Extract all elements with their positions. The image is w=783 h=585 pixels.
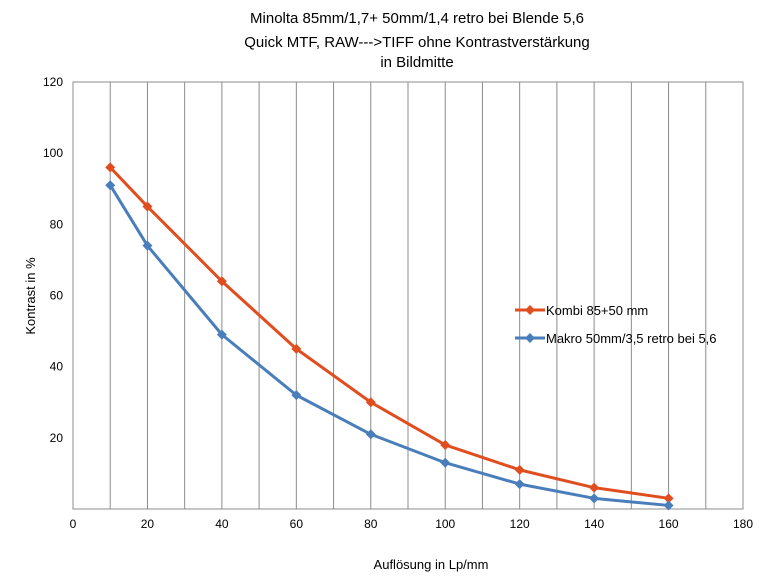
data-point-marker: [365, 397, 376, 408]
y-axis-title: Kontrast in %: [23, 257, 38, 335]
series-1: [105, 162, 674, 504]
data-point-marker: [365, 429, 376, 440]
data-point-marker: [514, 464, 525, 475]
y-tick-label: 120: [43, 75, 63, 89]
data-point-marker: [142, 201, 153, 212]
data-point-marker: [589, 493, 600, 504]
data-point-marker: [216, 329, 227, 340]
data-point-marker: [291, 390, 302, 401]
x-tick-label: 140: [584, 517, 604, 531]
legend-item-2: Makro 50mm/3,5 retro bei 5,6: [515, 331, 717, 346]
series-2: [105, 180, 674, 511]
data-series: [105, 162, 674, 511]
x-tick-label: 100: [435, 517, 455, 531]
chart-title-line-3: in Bildmitte: [380, 54, 453, 71]
data-point-marker: [440, 439, 451, 450]
data-point-marker: [216, 276, 227, 287]
x-tick-label: 0: [70, 517, 77, 531]
x-axis-title: Auflösung in Lp/mm: [374, 557, 489, 572]
legend-item-1: Kombi 85+50 mm: [515, 303, 648, 318]
gridlines: [109, 82, 707, 509]
data-point-marker: [105, 162, 116, 173]
chart-title-line-1: Minolta 85mm/1,7+ 50mm/1,4 retro bei Ble…: [250, 10, 584, 27]
x-tick-label: 80: [364, 517, 378, 531]
chart-title-line-2: Quick MTF, RAW--->TIFF ohne Kontrastvers…: [244, 34, 590, 51]
x-axis-tick-labels: 0 20 40 60 80 100 120 140 160 180: [70, 517, 754, 531]
x-tick-label: 180: [733, 517, 753, 531]
data-point-marker: [291, 343, 302, 354]
data-point-marker: [142, 240, 153, 251]
y-tick-label: 80: [50, 217, 64, 231]
y-tick-label: 40: [50, 360, 64, 374]
x-tick-label: 120: [510, 517, 530, 531]
legend: Kombi 85+50 mm Makro 50mm/3,5 retro bei 5…: [515, 303, 717, 346]
y-axis-tick-labels: 20 40 60 80 100 120: [43, 75, 63, 445]
data-point-marker: [514, 479, 525, 490]
data-point-marker: [589, 482, 600, 493]
plot-area-frame: [72, 81, 744, 510]
data-point-marker: [663, 500, 674, 511]
x-tick-label: 160: [659, 517, 679, 531]
y-tick-label: 60: [50, 289, 64, 303]
x-tick-label: 20: [141, 517, 155, 531]
data-point-marker: [440, 457, 451, 468]
y-tick-label: 20: [50, 431, 64, 445]
legend-marker: [525, 305, 535, 315]
legend-marker: [525, 333, 535, 343]
data-point-marker: [663, 493, 674, 504]
x-tick-label: 60: [290, 517, 304, 531]
chart-title: Minolta 85mm/1,7+ 50mm/1,4 retro bei Ble…: [244, 10, 590, 71]
legend-label: Makro 50mm/3,5 retro bei 5,6: [546, 331, 717, 346]
y-tick-label: 100: [43, 146, 63, 160]
legend-label: Kombi 85+50 mm: [546, 303, 648, 318]
x-tick-label: 40: [215, 517, 229, 531]
data-point-marker: [105, 180, 116, 191]
